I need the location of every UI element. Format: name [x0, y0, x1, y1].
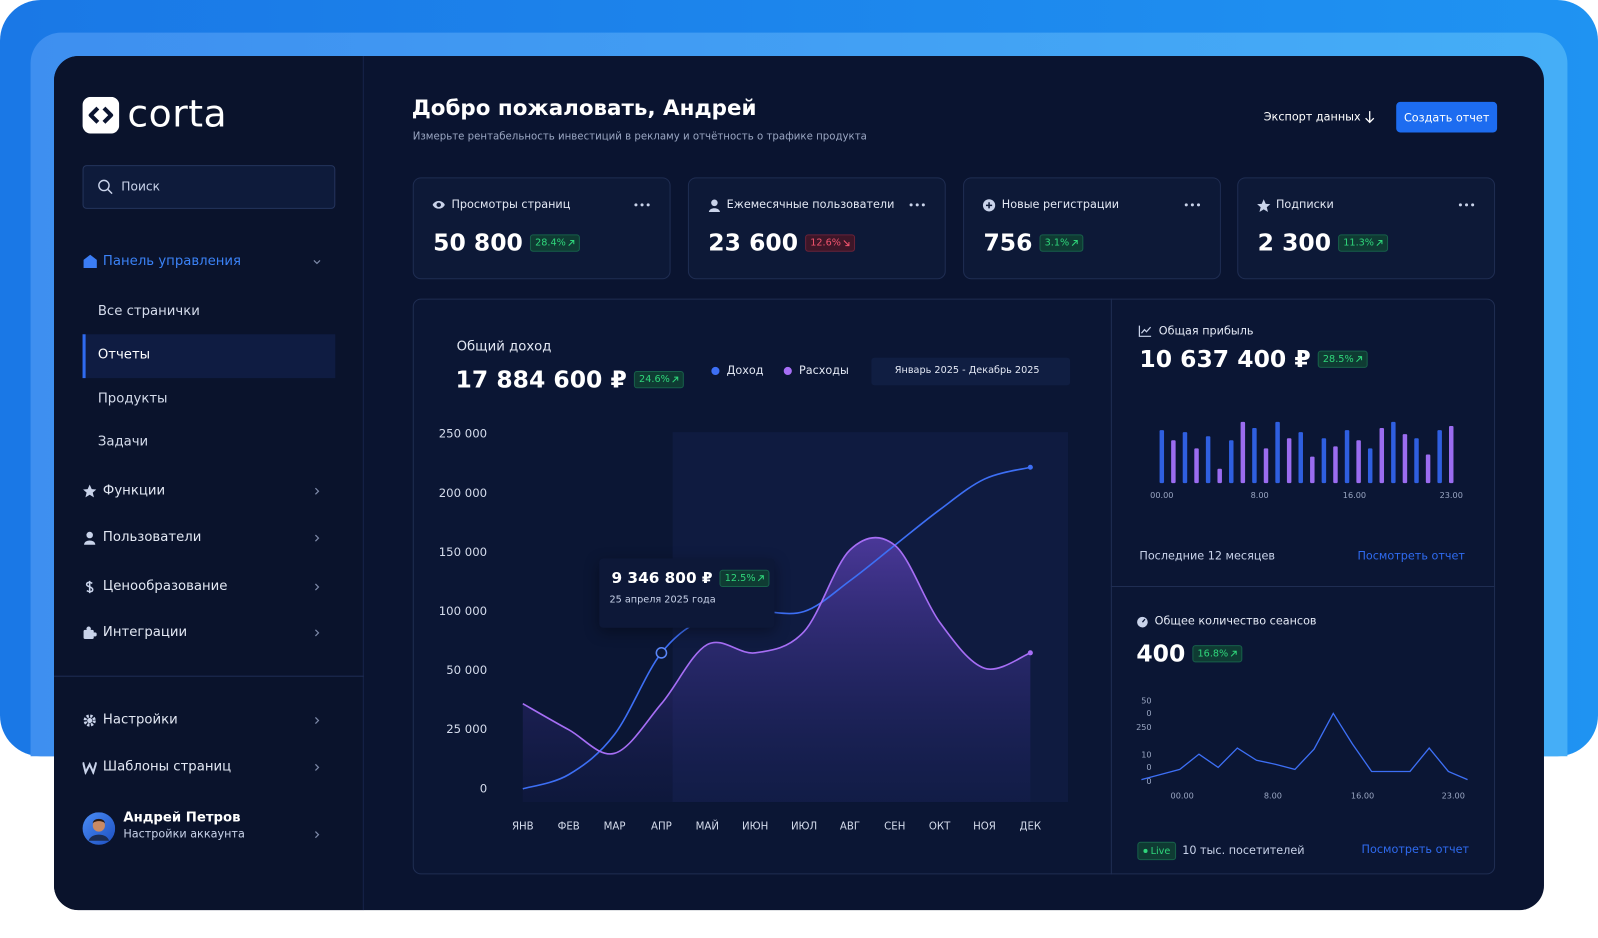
kpi-value-row: 756 3.1% [983, 227, 1084, 260]
nav-subitem[interactable]: Задачи [97, 434, 149, 450]
sidebar-divider [54, 675, 364, 677]
kpi-label: Ежемесячные пользователи [726, 197, 895, 212]
nav-item[interactable]: Настройки [102, 712, 178, 728]
nav-item[interactable]: Панель управления [102, 253, 242, 269]
date-range-select[interactable] [871, 357, 1071, 386]
trend-arrow [568, 240, 575, 247]
kpi-label: Просмотры страниц [451, 197, 571, 212]
trend-arrow [1071, 240, 1078, 247]
nav-item[interactable]: Интеграции [102, 624, 188, 640]
change-badge: 28.4% [529, 234, 581, 253]
nav-item[interactable]: Ценообразование [102, 578, 228, 595]
search-box[interactable] [82, 165, 336, 209]
kpi-card [1237, 177, 1496, 280]
legend-swatch [711, 366, 720, 376]
value: 756 [983, 230, 1033, 257]
kpi-label: Новые регистрации [1001, 197, 1120, 212]
change-badge: 24.6% [633, 371, 685, 389]
value: 2 300 [1257, 230, 1332, 257]
change-text: 24.6% [639, 374, 670, 386]
page-title: Добро пожаловать, Андрей [411, 95, 757, 121]
change-text: 11.3% [1343, 237, 1375, 250]
value: 400 [1136, 641, 1186, 668]
live-label: Live [1150, 845, 1171, 857]
value: 10 637 400 ₽ [1139, 346, 1311, 373]
change-badge: 12.6% [805, 234, 856, 253]
search-placeholder: Поиск [121, 178, 161, 194]
user-name[interactable]: Андрей Петров [123, 810, 241, 826]
card-title: Общая прибыль [1158, 324, 1254, 338]
card-footer: Последние 12 месяцев [1139, 549, 1275, 563]
change-text: 16.8% [1197, 648, 1229, 660]
tooltip-value-row: 9 346 800 ₽ 12.5% [611, 567, 770, 588]
value: 17 884 600 ₽ [455, 366, 627, 394]
kpi-value-row: 50 800 28.4% [433, 227, 581, 260]
change-badge: 16.8% [1192, 645, 1243, 663]
legend-swatch [783, 366, 792, 376]
brand: corta [127, 91, 228, 136]
nav-item[interactable]: Шаблоны страниц [102, 759, 232, 775]
card-title: Общее количество сеансов [1154, 614, 1317, 628]
nav-item[interactable]: Пользователи [102, 529, 202, 546]
trend-arrow [1376, 240, 1383, 247]
trend-arrow [758, 574, 765, 581]
live-dot [1143, 848, 1148, 854]
kpi-card [412, 177, 671, 280]
kpi-value-row: 2 300 11.3% [1258, 227, 1389, 260]
change-text: 28.5% [1322, 354, 1354, 366]
change-badge: 11.3% [1338, 234, 1389, 253]
nav-subitem[interactable]: Отчеты [97, 347, 151, 363]
chart-title: Общий доход [456, 339, 552, 355]
card-value-row: 400 16.8% [1136, 638, 1243, 671]
create-button-label: Создать отчет [1403, 110, 1490, 124]
trend-arrow [672, 377, 679, 384]
change-badge: 28.5% [1317, 351, 1368, 369]
kpi-label: Подписки [1275, 197, 1334, 212]
change-badge: 12.5% [719, 569, 770, 587]
value: 23 600 [708, 230, 799, 257]
date-range: Январь 2025 - Декабрь 2025 [894, 364, 1040, 377]
report-link[interactable]: Посмотреть отчет [1361, 842, 1470, 857]
card-value-row: 10 637 400 ₽ 28.5% [1139, 343, 1368, 376]
page-subtitle: Измерьте рентабельность инвестиций в рек… [412, 131, 867, 143]
nav-active-bg [82, 334, 336, 379]
legend-label: Доход [726, 364, 764, 378]
kpi-card [687, 177, 946, 280]
live-badge: Live [1137, 841, 1177, 861]
panel-divider [1110, 585, 1496, 588]
value: 9 346 800 ₽ [611, 568, 713, 588]
nav-subitem[interactable]: Все странички [97, 303, 200, 319]
chart-value-row: 17 884 600 ₽ 24.6% [456, 364, 685, 397]
nav-item[interactable]: Функции [102, 483, 166, 499]
change-text: 12.6% [810, 237, 842, 250]
card-footer: 10 тыс. посетителей [1182, 844, 1305, 858]
change-badge: 3.1% [1039, 234, 1084, 253]
legend-label: Расходы [798, 364, 849, 378]
user-subtitle: Настройки аккаунта [123, 827, 245, 841]
change-text: 3.1% [1044, 237, 1070, 250]
trend-arrow [843, 240, 850, 247]
export-button[interactable]: Экспорт данных [1263, 110, 1361, 124]
value: 50 800 [433, 230, 523, 257]
change-text: 12.5% [724, 572, 756, 584]
change-text: 28.4% [535, 237, 566, 250]
create-button[interactable]: Создать отчет [1396, 101, 1498, 133]
trend-arrow [1230, 651, 1237, 658]
trend-arrow [1356, 356, 1363, 363]
report-link[interactable]: Посмотреть отчет [1357, 549, 1465, 563]
kpi-card [963, 177, 1221, 280]
kpi-value-row: 23 600 12.6% [708, 227, 856, 260]
tooltip-date: 25 апреля 2025 года [609, 594, 716, 606]
nav-subitem[interactable]: Продукты [97, 391, 168, 407]
